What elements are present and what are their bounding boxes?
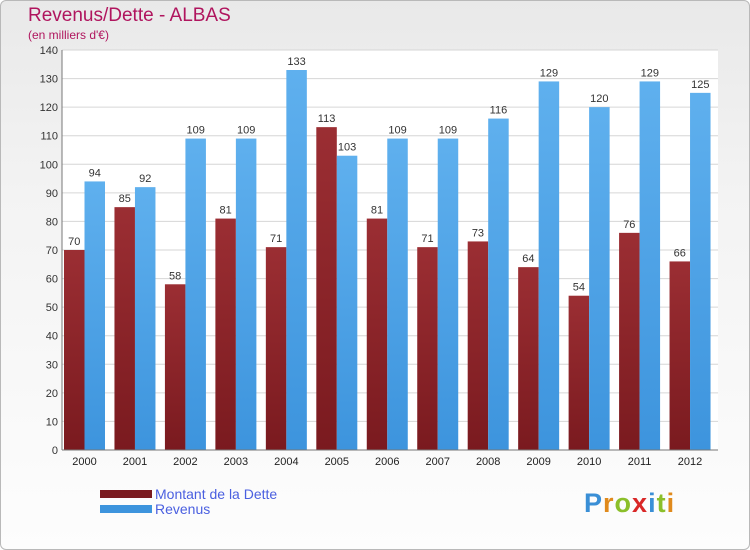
data-label-debt-2003: 81 [220,205,232,217]
proxiti-logo: Proxiti [584,488,675,519]
data-label-revenue-2007: 109 [439,125,457,137]
x-tick-label: 2006 [375,456,399,468]
bar-debt-2012 [669,261,691,450]
chart-title: Revenus/Dette - ALBAS [28,5,231,26]
logo-letter: i [648,488,657,518]
x-tick-label: 2001 [123,456,147,468]
data-label-debt-2001: 85 [119,193,131,205]
y-tick-label: 70 [46,245,58,257]
data-label-revenue-2004: 133 [287,56,305,68]
bar-debt-2008 [467,241,489,450]
data-label-revenue-2003: 109 [237,125,255,137]
data-label-debt-2007: 71 [421,233,433,245]
legend-swatch-debt [100,490,152,498]
bar-debt-2011 [619,232,640,450]
bar-revenue-2012 [690,92,711,450]
bar-debt-2002 [164,284,186,450]
bar-revenue-2009 [538,81,560,450]
data-label-revenue-2009: 129 [540,67,558,79]
y-tick-label: 60 [46,274,58,286]
y-tick-label: 0 [52,445,58,457]
bar-revenue-2008 [488,118,509,451]
x-tick-label: 2011 [628,456,652,468]
bar-debt-2005 [316,127,337,451]
y-tick-label: 80 [46,216,58,228]
x-tick-label: 2008 [476,456,500,468]
x-tick-label: 2010 [577,456,601,468]
logo-letter: r [603,488,615,518]
data-label-revenue-2011: 129 [641,67,659,79]
data-label-revenue-2006: 109 [388,125,406,137]
bar-debt-2007 [417,247,438,450]
logo-letter: t [656,488,667,518]
bar-debt-2006 [366,218,388,450]
logo-letter: x [632,488,649,518]
x-tick-label: 2000 [72,456,96,468]
y-tick-label: 30 [46,359,58,371]
data-label-debt-2011: 76 [623,219,635,231]
data-label-revenue-2005: 103 [338,142,356,154]
y-tick-label: 40 [46,331,58,343]
bar-revenue-2007 [437,138,459,451]
bar-revenue-2006 [387,138,408,451]
bar-debt-2003 [215,218,236,450]
y-tick-label: 140 [40,45,58,57]
data-label-revenue-2012: 125 [691,79,709,91]
bar-revenue-2002 [185,138,206,451]
bar-revenue-2000 [84,181,105,450]
data-label-debt-2006: 81 [371,205,383,217]
data-label-debt-2004: 71 [270,233,282,245]
x-tick-label: 2009 [526,456,550,468]
x-tick-label: 2002 [173,456,197,468]
data-label-debt-2012: 66 [674,247,686,259]
data-label-debt-2009: 64 [522,253,534,265]
bar-revenue-2011 [639,81,661,450]
x-tick-label: 2004 [274,456,298,468]
bar-debt-2000 [64,250,85,450]
legend-label-revenue: Revenus [155,501,211,517]
chart-subtitle: (en milliers d'€) [28,28,109,42]
y-tick-label: 50 [46,302,58,314]
data-label-debt-2008: 73 [472,227,484,239]
data-label-debt-2000: 70 [68,236,80,248]
logo-letter: o [614,488,633,518]
y-tick-label: 90 [46,188,58,200]
y-tick-label: 20 [46,388,58,400]
data-label-revenue-2008: 116 [490,105,508,117]
bar-debt-2010 [568,295,590,450]
bar-debt-2001 [114,207,135,450]
data-label-revenue-2000: 94 [89,167,101,179]
y-tick-label: 130 [40,74,58,86]
logo-letter: P [584,488,604,518]
legend-label-debt: Montant de la Dette [155,486,278,502]
data-label-debt-2010: 54 [573,282,585,294]
data-label-revenue-2002: 109 [186,125,204,137]
x-tick-label: 2005 [325,456,349,468]
legend-swatch-revenue [100,505,152,513]
bar-revenue-2005 [336,155,358,450]
bar-debt-2009 [518,267,539,450]
x-tick-label: 2007 [425,456,449,468]
data-label-debt-2002: 58 [169,270,181,282]
bar-debt-2004 [265,247,287,450]
y-tick-label: 120 [40,102,58,114]
data-label-debt-2005: 113 [318,113,336,125]
bar-revenue-2003 [235,138,257,451]
logo-letter: i [666,488,676,518]
x-tick-label: 2003 [224,456,248,468]
x-tick-label: 2012 [678,456,702,468]
data-label-revenue-2010: 120 [590,93,608,105]
bar-revenue-2010 [589,107,610,451]
bar-revenue-2001 [134,187,156,450]
y-tick-label: 110 [40,131,58,143]
y-tick-label: 10 [46,416,58,428]
data-label-revenue-2001: 92 [139,173,151,185]
y-tick-label: 100 [40,159,58,171]
bar-revenue-2004 [286,70,307,450]
